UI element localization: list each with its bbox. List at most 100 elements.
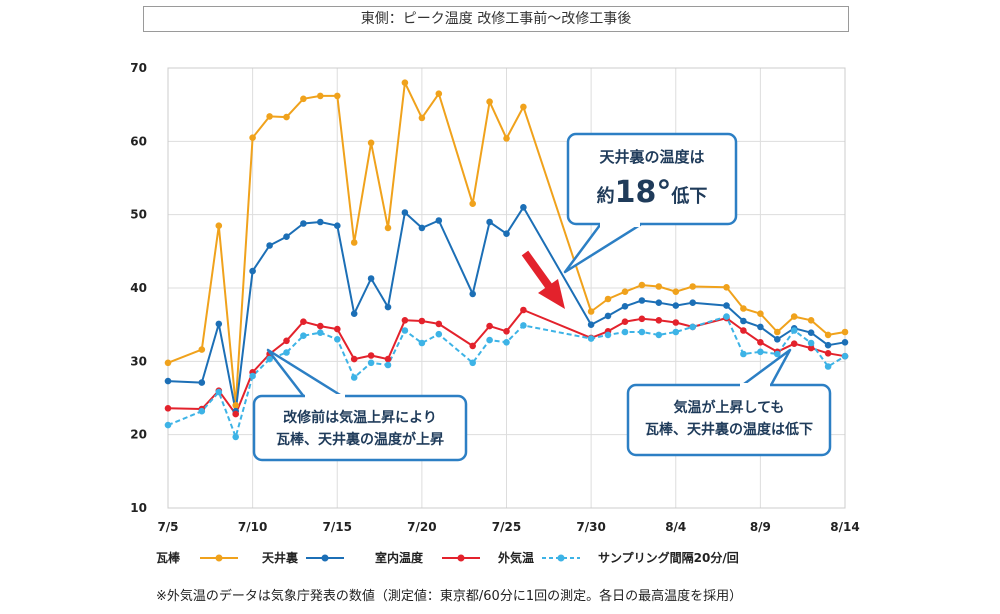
- data-point-1: [807, 329, 815, 337]
- data-point-1: [757, 323, 764, 331]
- chart-axes: 10 20 30 40 50 60 70 7/5 7/10 7/15 7/20 7/25 7/30 8/4…: [130, 61, 859, 534]
- data-point-2: [435, 320, 443, 328]
- data-point-2: [486, 322, 493, 330]
- data-point-3: [604, 331, 612, 339]
- data-point-3: [266, 355, 273, 363]
- legend-label-outdoor: 外気温: [498, 550, 534, 565]
- data-point-1: [841, 339, 849, 346]
- legend-label-tenjoura: 天井裏: [262, 550, 299, 565]
- data-point-0: [334, 92, 341, 100]
- data-point-1: [486, 218, 493, 226]
- data-point-3: [790, 327, 798, 334]
- data-point-0: [401, 79, 409, 86]
- data-point-0: [740, 305, 747, 312]
- data-point-3: [740, 350, 747, 358]
- data-point-0: [300, 95, 307, 103]
- data-point-2: [317, 322, 324, 330]
- data-point-0: [283, 113, 290, 121]
- x-tick-label: 7/15: [323, 520, 352, 534]
- data-point-2: [638, 315, 646, 323]
- x-tick-label: 8/4: [665, 520, 686, 534]
- data-point-0: [723, 284, 730, 291]
- legend-marker-kawara: [215, 554, 223, 562]
- data-point-0: [520, 103, 527, 111]
- data-point-3: [232, 433, 239, 441]
- callout-right-line1: 気温が上昇しても: [674, 399, 785, 416]
- data-point-2: [807, 344, 815, 352]
- data-point-2: [334, 325, 341, 333]
- data-point-2: [740, 327, 747, 334]
- data-point-3: [164, 421, 172, 429]
- data-point-3: [418, 339, 426, 347]
- data-point-0: [266, 113, 273, 120]
- data-point-3: [774, 350, 781, 358]
- data-point-1: [384, 303, 392, 311]
- data-point-0: [486, 98, 493, 105]
- data-point-3: [317, 329, 324, 337]
- legend-label-kawara: 瓦棒: [156, 550, 181, 565]
- data-point-3: [384, 361, 392, 369]
- data-point-0: [350, 239, 358, 246]
- data-point-3: [807, 339, 815, 347]
- data-point-2: [283, 337, 290, 345]
- y-tick-label: 20: [130, 428, 147, 442]
- data-point-3: [503, 339, 510, 346]
- data-point-1: [689, 299, 696, 307]
- x-tick-label: 7/30: [576, 520, 605, 534]
- data-point-1: [164, 377, 172, 385]
- x-tick-label: 8/9: [750, 520, 771, 534]
- data-point-1: [672, 302, 680, 309]
- data-point-0: [418, 114, 426, 122]
- data-point-0: [790, 313, 798, 320]
- data-point-3: [435, 330, 443, 338]
- data-point-1: [198, 379, 206, 386]
- callout-left-line1: 改修前は気温上昇により: [283, 409, 437, 426]
- data-point-3: [841, 352, 849, 360]
- data-point-1: [469, 290, 477, 298]
- chart-legend: 瓦棒 天井裏 室内温度 外気温 サンプリング間隔20分/回: [156, 550, 739, 565]
- x-tick-label: 8/14: [830, 520, 859, 534]
- y-tick-label: 30: [130, 354, 147, 368]
- data-point-0: [164, 359, 172, 367]
- data-point-2: [790, 340, 798, 348]
- callout-temperature-drop: 天井裏の温度は 約18°低下: [563, 132, 738, 274]
- data-point-2: [384, 355, 392, 363]
- data-point-0: [638, 281, 646, 289]
- data-point-0: [317, 92, 324, 100]
- callout-top-line1: 天井裏の温度は: [599, 148, 704, 166]
- data-point-3: [350, 374, 358, 381]
- data-point-0: [503, 135, 510, 142]
- legend-label-indoor: 室内温度: [375, 550, 424, 565]
- data-point-1: [435, 217, 443, 224]
- data-point-3: [249, 372, 256, 380]
- data-point-0: [198, 346, 206, 353]
- data-point-3: [723, 313, 730, 320]
- data-point-1: [249, 267, 256, 275]
- data-point-0: [367, 139, 375, 147]
- callout-top-line2: 約18°低下: [597, 175, 708, 210]
- plot-frame: [167, 67, 846, 509]
- data-point-3: [689, 323, 696, 331]
- data-point-3: [469, 359, 477, 367]
- series-layer: [164, 79, 849, 441]
- data-point-2: [367, 352, 375, 359]
- callout-right-line2: 瓦棒、天井裏の温度は低下: [645, 421, 813, 438]
- data-point-2: [401, 317, 409, 324]
- y-tick-label: 50: [130, 208, 147, 222]
- data-point-1: [638, 297, 646, 304]
- data-point-2: [520, 306, 527, 314]
- data-point-1: [503, 230, 510, 237]
- data-point-3: [672, 328, 680, 336]
- data-point-1: [824, 341, 832, 349]
- data-point-0: [249, 134, 256, 141]
- data-point-1: [655, 299, 663, 307]
- data-point-1: [401, 209, 409, 216]
- data-point-3: [367, 359, 375, 367]
- data-point-0: [384, 224, 392, 232]
- callout-after-renovation: 気温が上昇しても 瓦棒、天井裏の温度は低下: [626, 348, 832, 457]
- x-tick-label: 7/5: [157, 520, 178, 534]
- data-point-1: [621, 303, 629, 310]
- data-point-1: [215, 320, 223, 328]
- data-point-3: [757, 348, 764, 356]
